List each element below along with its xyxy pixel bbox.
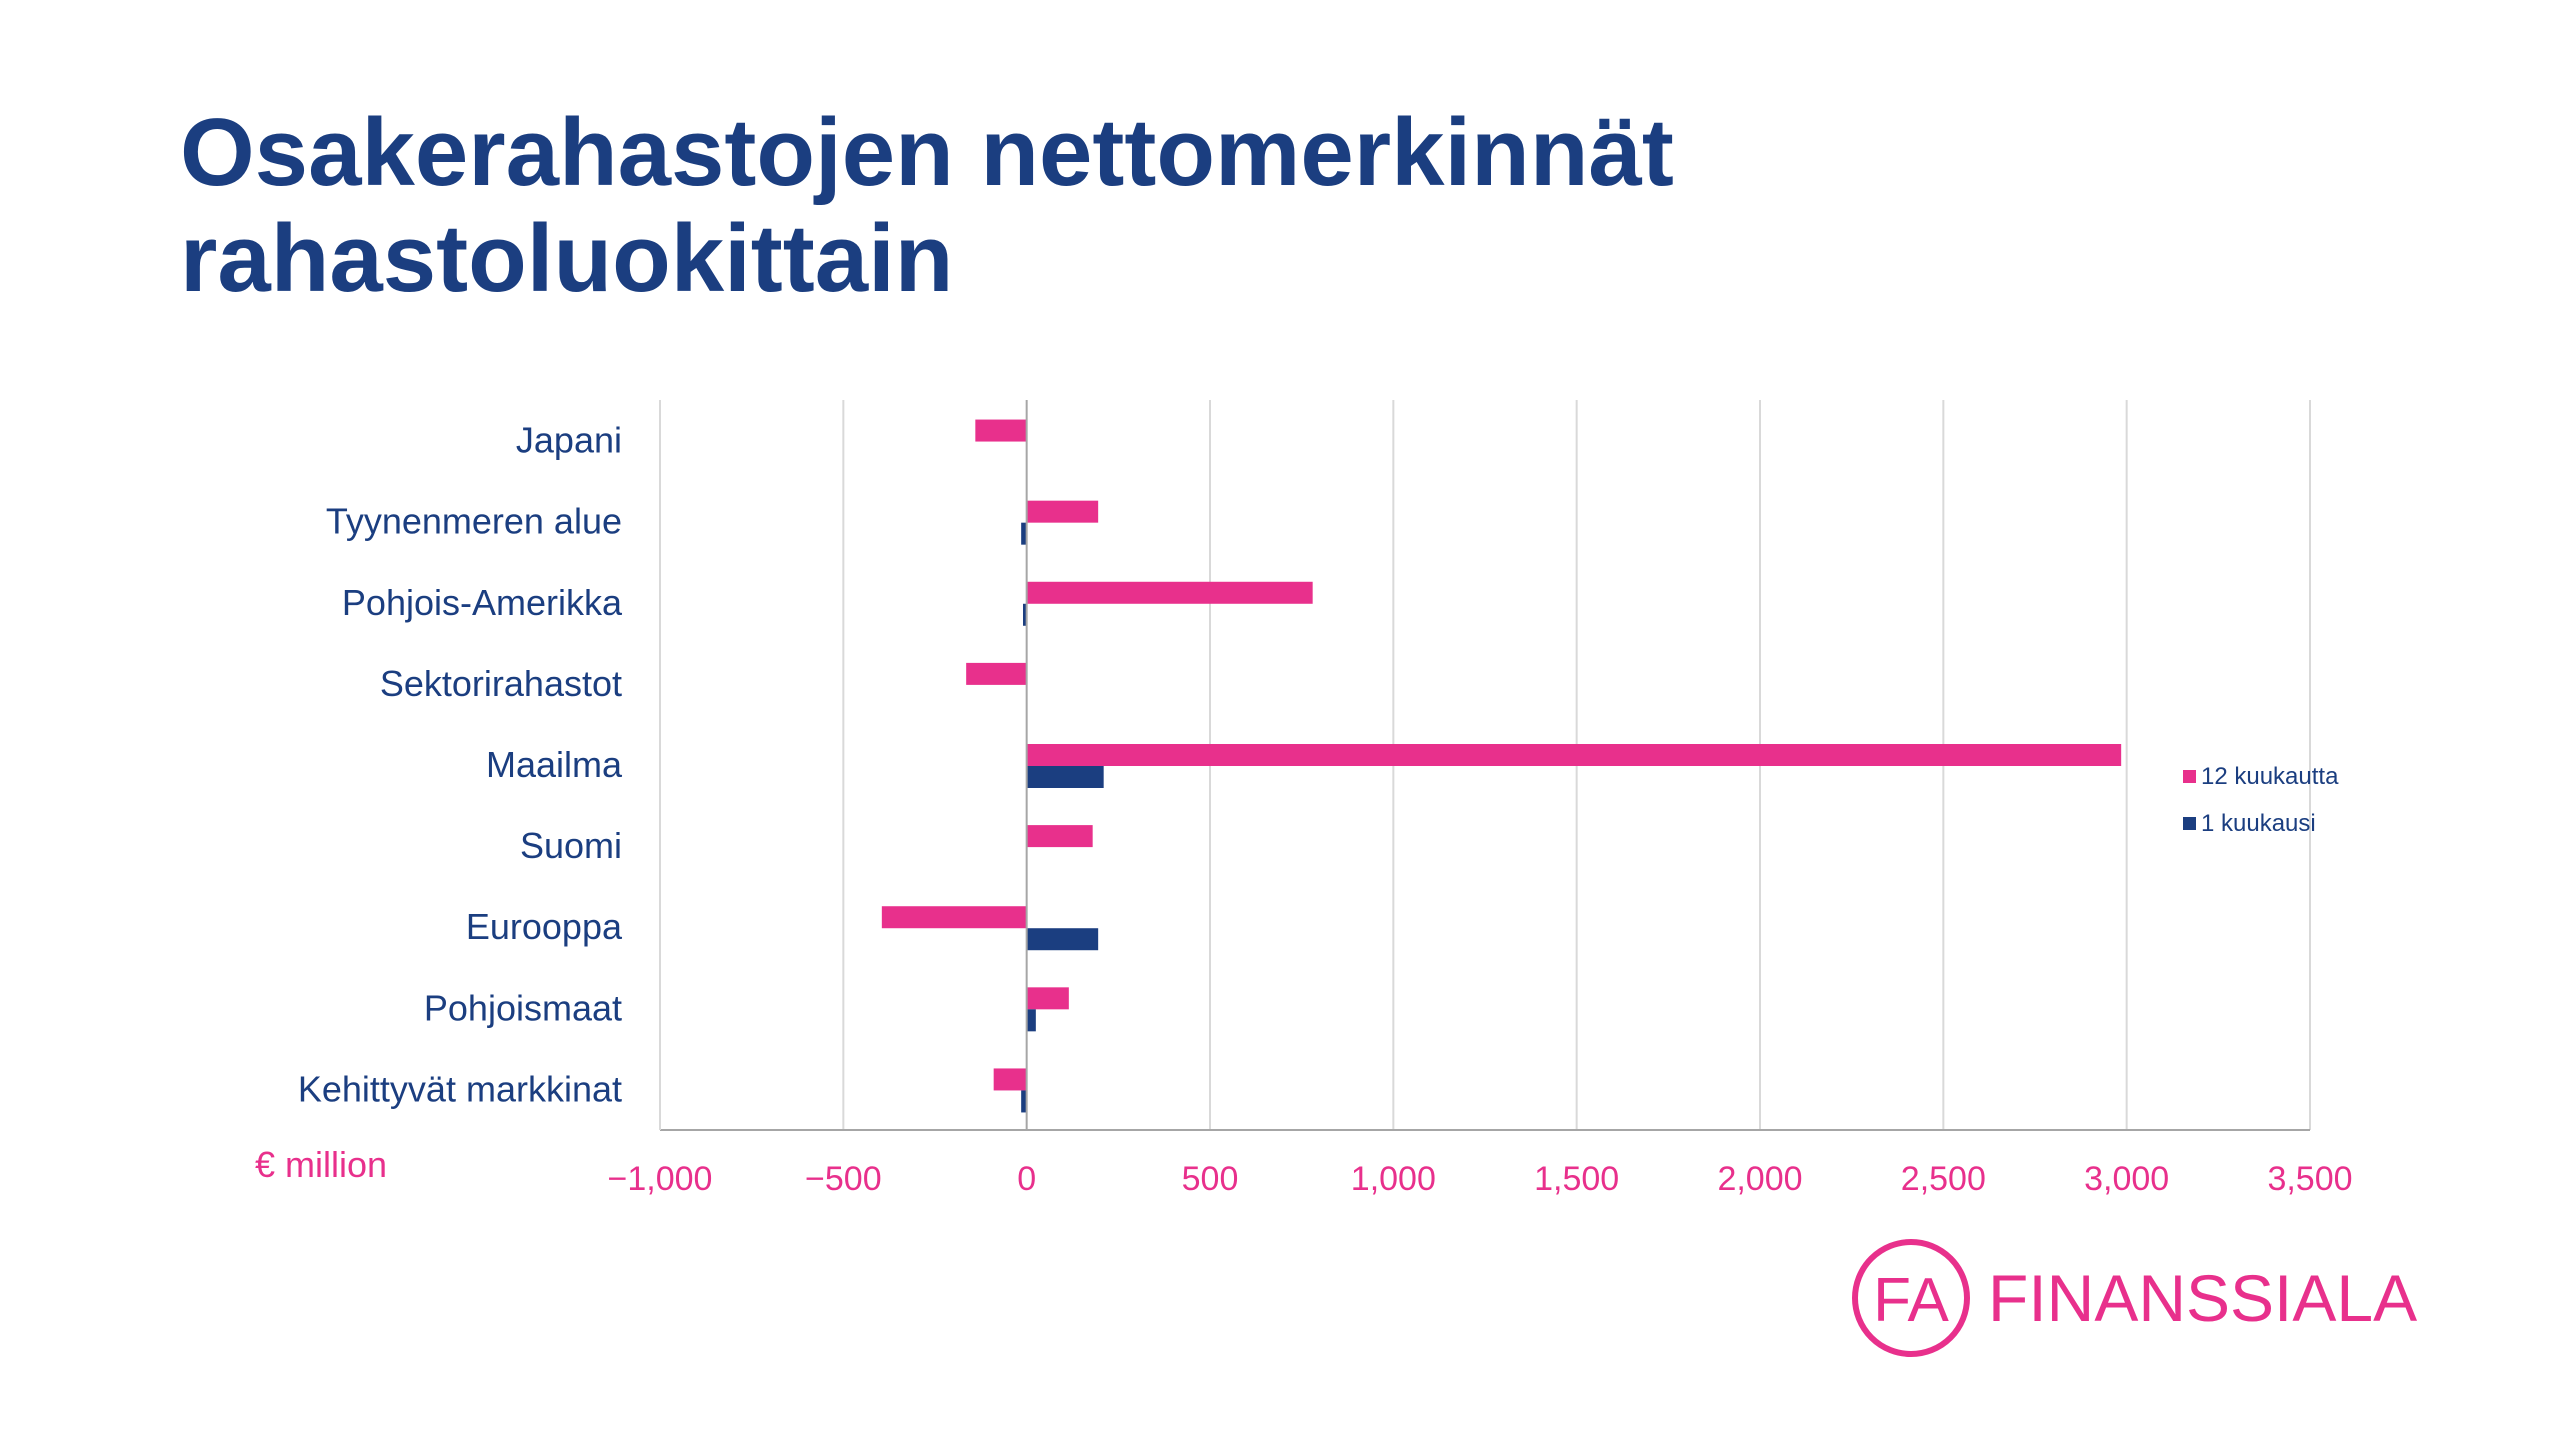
x-tick-label: 2,000 [1717, 1160, 1802, 1198]
category-label: Eurooppa [466, 906, 623, 947]
category-labels: Japani Tyynenmeren alue Pohjois-Amerikka Se… [298, 420, 623, 1110]
x-tick-label: 500 [1182, 1160, 1239, 1198]
category-label: Suomi [520, 825, 622, 866]
category-label: Maailma [486, 744, 623, 785]
legend-swatch-12-months [2183, 770, 2196, 783]
legend-label-1-month: 1 kuukausi [2201, 810, 2316, 837]
bar-1m [1023, 603, 1027, 626]
bar-1m [1026, 766, 1104, 788]
legend: 12 kuukautta 1 kuukausi [2183, 763, 2339, 837]
x-tick-label: −500 [805, 1160, 882, 1198]
bars [881, 419, 2122, 1113]
bar-12m [1026, 825, 1093, 848]
page-title: Osakerahastojen nettomerkinnät rahastolu… [180, 100, 2380, 312]
bar-12m [993, 1068, 1027, 1091]
bar-1m [1026, 1009, 1036, 1032]
bar-12m [1026, 987, 1069, 1010]
category-label: Pohjois-Amerikka [342, 582, 623, 623]
x-tick-label: 1,000 [1351, 1160, 1436, 1198]
bar-12m [1026, 500, 1099, 523]
category-label: Sektorirahastot [380, 663, 622, 704]
x-tick-label: 0 [1017, 1160, 1036, 1198]
bar-12m [1026, 744, 2122, 766]
finanssiala-logo: FA FINANSSIALA [1852, 1239, 2417, 1357]
bar-12m [966, 662, 1027, 685]
category-label: Kehittyvät markkinat [298, 1068, 622, 1109]
category-label: Japani [516, 420, 622, 461]
category-label: Tyynenmeren alue [326, 501, 622, 542]
title-line-2: rahastoluokittain [180, 205, 954, 312]
x-tick-labels: −1,000 −500 0 500 1,000 1,500 2,000 2,500 3,000 3… [608, 1160, 2353, 1198]
x-tick-label: −1,000 [608, 1160, 713, 1198]
legend-swatch-1-month [2183, 817, 2196, 830]
bar-12m [881, 906, 1027, 929]
bar-1m [1021, 1090, 1027, 1113]
bar-1m [1021, 522, 1027, 545]
x-tick-label: 3,000 [2084, 1160, 2169, 1198]
logo-text: FINANSSIALA [1988, 1261, 2417, 1335]
x-tick-label: 1,500 [1534, 1160, 1619, 1198]
logo-mark: FA [1873, 1266, 1949, 1335]
title-line-1: Osakerahastojen nettomerkinnät [180, 99, 1674, 206]
legend-label-12-months: 12 kuukautta [2201, 763, 2339, 790]
logo-circle [1852, 1239, 1970, 1357]
x-tick-label: 3,500 [2267, 1160, 2352, 1198]
bar-1m [1026, 928, 1099, 951]
category-label: Pohjoismaat [424, 987, 622, 1028]
bar-12m [975, 419, 1027, 442]
bar-12m [1026, 581, 1313, 604]
x-tick-label: 2,500 [1901, 1160, 1986, 1198]
axes [659, 400, 2310, 1131]
unit-label: € million [255, 1144, 387, 1185]
